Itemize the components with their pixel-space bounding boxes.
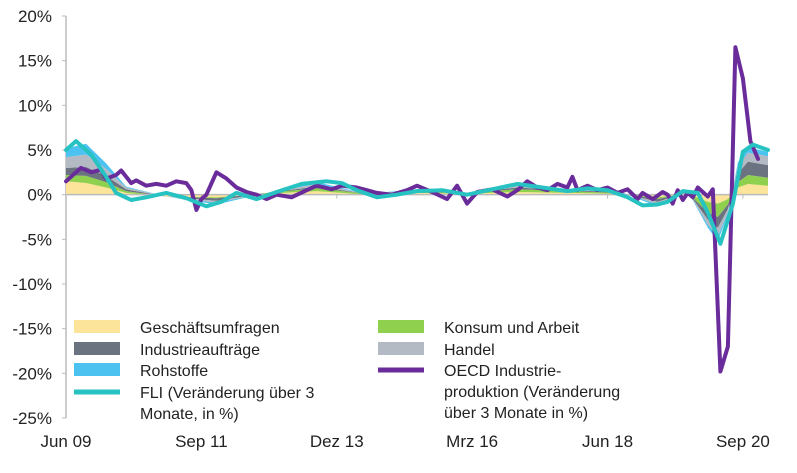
y-tick-label: -25% [12, 409, 52, 428]
x-tick-label: Jun 18 [582, 432, 633, 451]
legend-label: über 3 Monate in %) [444, 405, 588, 422]
legend-label: OECD Industrie- [444, 363, 561, 380]
y-tick-label: -20% [12, 364, 52, 383]
y-tick-label: 0% [27, 186, 52, 205]
y-tick-label: 5% [27, 141, 52, 160]
y-tick-label: -5% [22, 230, 52, 249]
legend-swatch [378, 342, 424, 355]
legend-label: FLI (Veränderung über 3 [140, 385, 314, 402]
legend-label: Handel [444, 342, 495, 359]
x-tick-label: Sep 20 [716, 432, 770, 451]
y-tick-label: -10% [12, 275, 52, 294]
legend-swatch [74, 363, 120, 376]
x-tick-label: Mrz 16 [446, 432, 498, 451]
y-tick-label: -15% [12, 320, 52, 339]
x-tick-label: Sep 11 [175, 432, 228, 451]
legend-label: Rohstoffe [140, 363, 208, 380]
legend-swatch [74, 342, 120, 355]
series-line-fli [64, 139, 770, 246]
legend-swatch [74, 320, 120, 333]
legend-label: Monate, in %) [140, 406, 239, 423]
y-tick-label: 10% [18, 96, 52, 115]
x-tick-label: Jun 09 [40, 432, 91, 451]
y-tick-label: 15% [18, 52, 52, 71]
legend-label: produktion (Veränderung [444, 384, 620, 401]
legend-label: Konsum und Arbeit [444, 320, 580, 337]
y-tick-label: 20% [18, 7, 52, 26]
legend-label: Industrieaufträge [140, 342, 260, 359]
legend-label: Geschäftsumfragen [140, 320, 280, 337]
x-tick-label: Dez 13 [310, 432, 364, 451]
legend-swatch [378, 320, 424, 333]
